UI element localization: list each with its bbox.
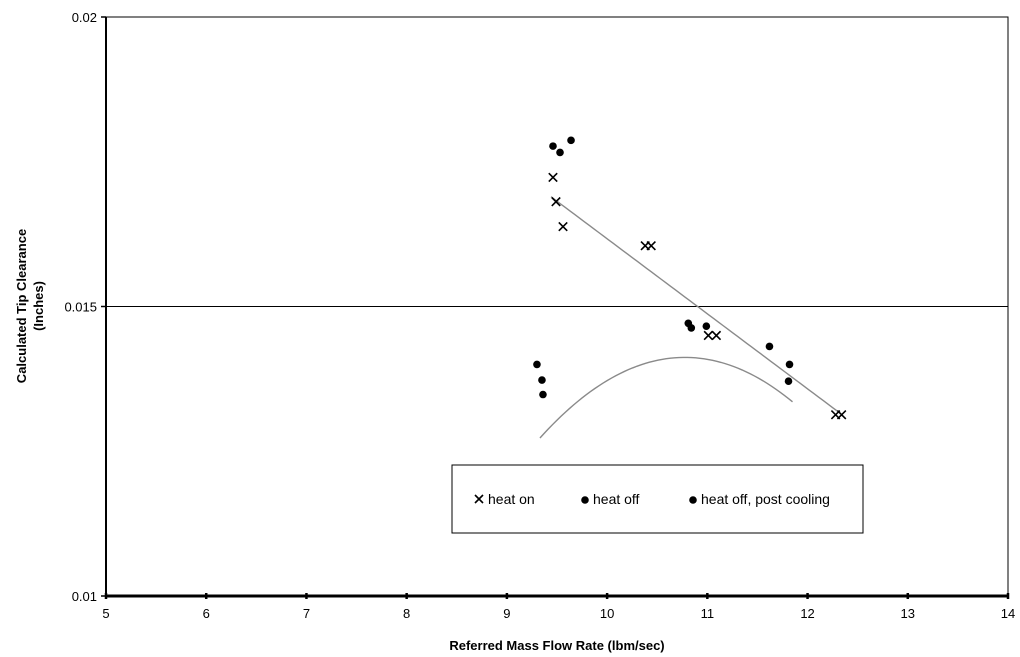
legend-label-heat-on: heat on — [488, 491, 535, 507]
point-heat-off-post-cooling — [556, 148, 564, 157]
x-tick-label: 8 — [403, 606, 410, 621]
point-heat-on — [551, 196, 561, 207]
legend-item-heat-on: heat on — [474, 491, 535, 507]
x-tick-label: 11 — [701, 606, 715, 621]
point-heat-on — [646, 240, 656, 251]
x-tick-label: 5 — [102, 606, 109, 621]
legend-box — [451, 464, 864, 534]
point-heat-off-post-cooling — [567, 136, 575, 145]
legend-item-heat-off-post-cooling: heat off, post cooling — [689, 491, 830, 507]
legend-label-heat-off: heat off — [593, 491, 640, 507]
y-axis-title-line-1: Calculated Tip Clearance — [14, 229, 29, 383]
x-tick-label: 13 — [901, 606, 915, 621]
trend-layer — [539, 196, 839, 439]
y-tick-label: 0.015 — [64, 300, 97, 315]
marker-layer — [533, 136, 847, 420]
x-axis-title: Referred Mass Flow Rate (lbm/sec) — [449, 638, 664, 653]
x-tick-label: 10 — [600, 606, 614, 621]
point-heat-off — [785, 360, 794, 369]
x-tick-label: 9 — [503, 606, 510, 621]
y-tick-label: 0.02 — [72, 10, 97, 25]
y-axis-title: Calculated Tip Clearance (Inches) — [14, 229, 46, 383]
trendline-heat-off — [539, 356, 793, 439]
point-heat-off — [784, 377, 793, 385]
y-tick-label: 0.01 — [72, 589, 97, 604]
point-heat-off — [765, 342, 774, 351]
x-tick-label: 12 — [800, 606, 814, 621]
point-heat-off — [533, 360, 541, 369]
point-heat-on — [548, 172, 558, 183]
x-tick-label: 14 — [1001, 606, 1015, 621]
legend-x-marker — [474, 494, 484, 504]
legend-label-heat-off-post-cooling: heat off, post cooling — [701, 491, 830, 507]
point-heat-off — [539, 390, 547, 399]
point-heat-off-post-cooling — [549, 142, 557, 150]
legend-item-heat-off: heat off — [581, 491, 640, 507]
legend-dot-marker — [689, 496, 697, 504]
legend: heat on heat off heat off, post cooling — [451, 464, 864, 534]
trendline-heat-on — [550, 196, 839, 412]
x-tick-label: 7 — [303, 606, 310, 621]
y-axis-title-line-2: (Inches) — [31, 281, 46, 331]
axis-layer: 5 6 7 8 9 10 11 12 13 14 0.01 0.015 0.02 — [64, 10, 1015, 621]
point-heat-on — [703, 330, 714, 341]
point-heat-on — [558, 221, 568, 232]
point-heat-off — [687, 324, 696, 332]
x-tick-label: 6 — [203, 606, 210, 621]
point-heat-on — [836, 410, 847, 420]
legend-dot-marker — [581, 496, 589, 504]
point-heat-on — [711, 330, 722, 341]
point-heat-off — [538, 376, 546, 384]
point-heat-off — [702, 322, 711, 330]
